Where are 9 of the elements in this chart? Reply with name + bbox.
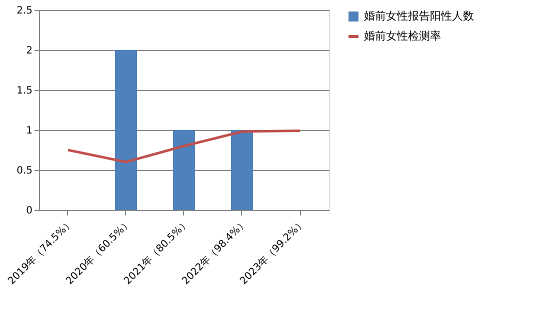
y-tick-label: 2 xyxy=(26,46,32,56)
legend-label: 婚前女性检测率 xyxy=(364,30,441,42)
line-series xyxy=(66,130,302,164)
y-tick-label: 0.5 xyxy=(16,166,32,176)
legend-label: 婚前女性报告阳性人数 xyxy=(364,10,474,22)
y-tick-label: 1.5 xyxy=(16,86,32,96)
y-tick-label: 2.5 xyxy=(16,6,32,16)
y-tick-label: 0 xyxy=(26,206,32,216)
y-tick-label: 1 xyxy=(26,126,32,136)
